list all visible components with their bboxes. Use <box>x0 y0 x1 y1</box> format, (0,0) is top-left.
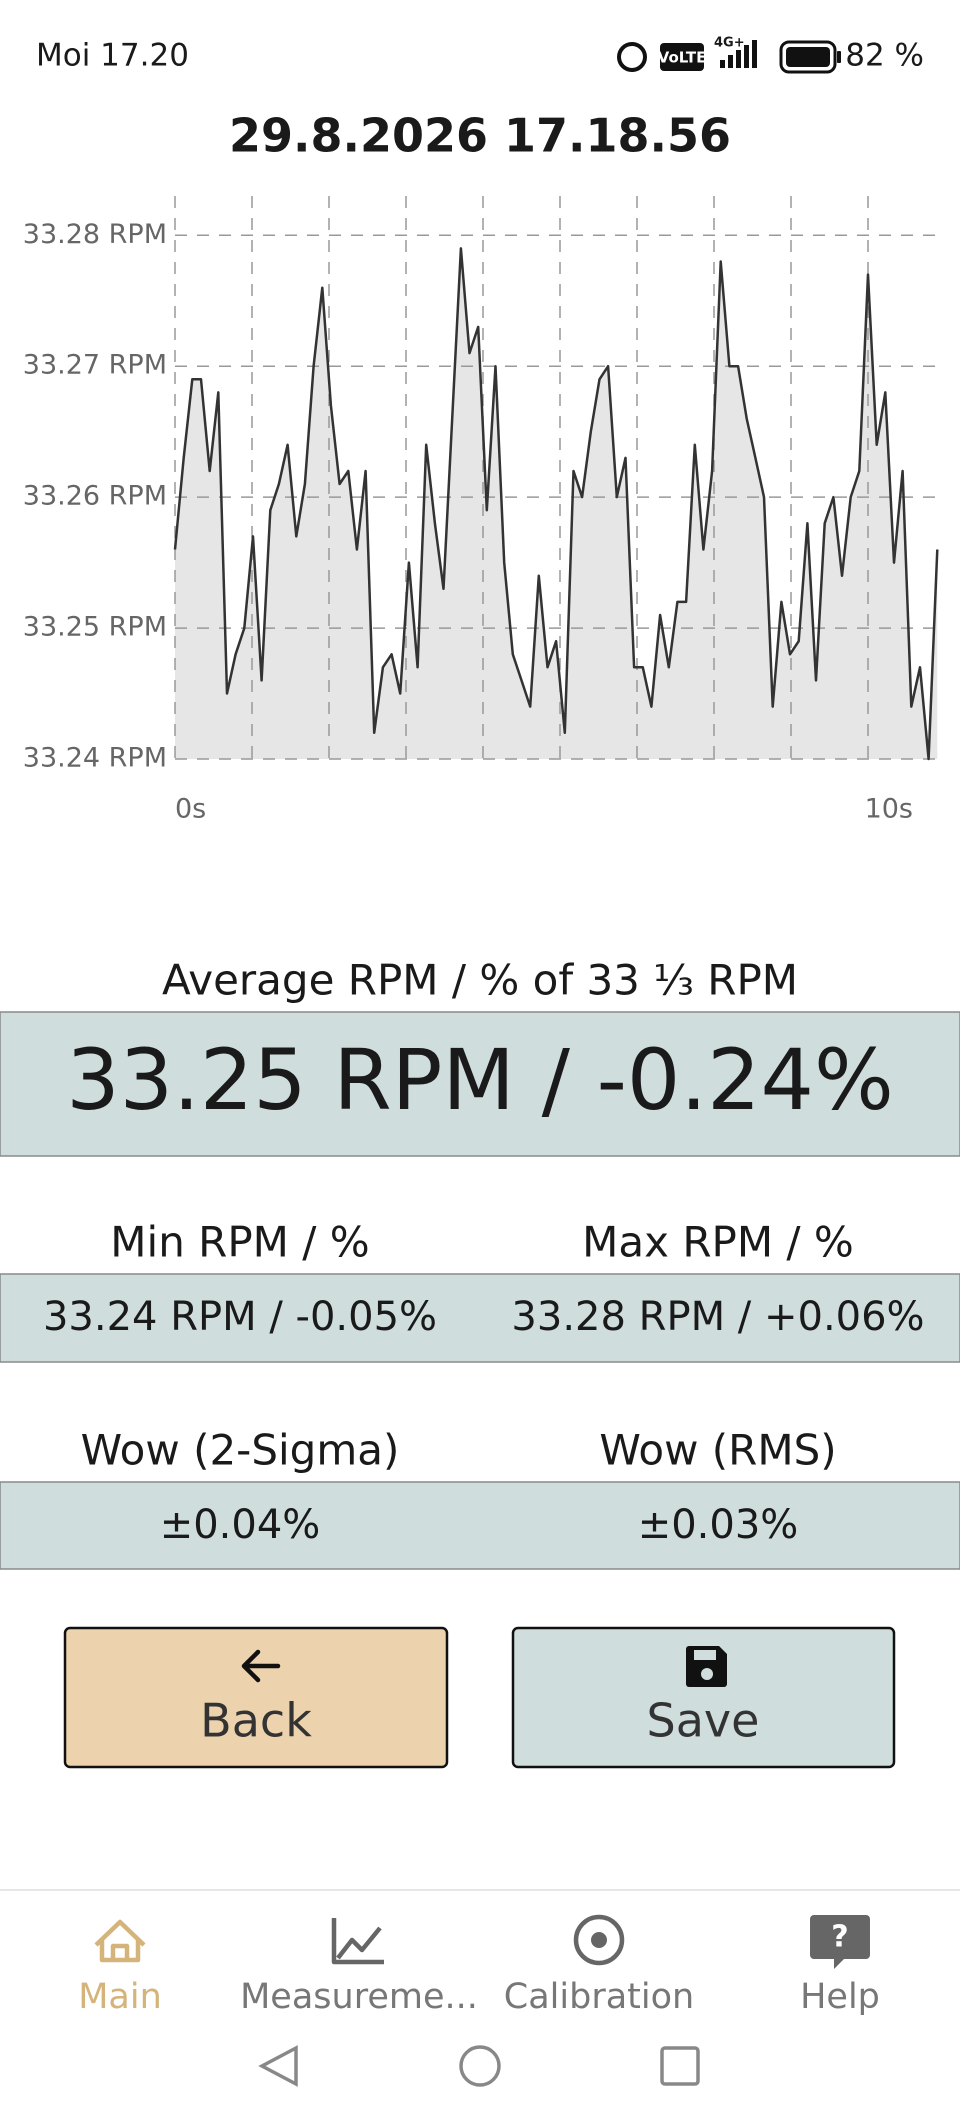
chart: 33.24 RPM 33.25 RPM 33.26 RPM 33.27 RPM 33.2… <box>23 196 945 825</box>
max-label: Max RPM / % <box>582 1218 854 1267</box>
wow-rms-value: ±0.03% <box>638 1502 799 1548</box>
wow-box <box>0 1481 960 1570</box>
svg-text:4G+: 4G+ <box>714 36 745 51</box>
nav-icon-measure[interactable] <box>331 1918 384 1965</box>
min-label: Min RPM / % <box>110 1218 369 1267</box>
status-battery: 82 % <box>845 38 924 74</box>
sys-back[interactable] <box>258 2045 298 2087</box>
y-tick-label: 33.25 RPM <box>23 612 167 643</box>
x-tick-label: 0s <box>175 794 206 825</box>
nav-icon-help[interactable]: ? <box>810 1915 870 1969</box>
average-label: Average RPM / % of 33 ⅓ RPM <box>162 956 798 1005</box>
svg-text:?: ? <box>831 1920 848 1955</box>
nav-icon-calibration[interactable] <box>573 1914 625 1966</box>
save-button[interactable]: Save <box>511 1626 896 1769</box>
back-label[interactable]: Back <box>200 1694 312 1748</box>
sys-recent[interactable] <box>660 2046 700 2086</box>
sys-home[interactable] <box>459 2045 501 2087</box>
y-tick-label: 33.27 RPM <box>23 350 167 381</box>
wow-rms-label: Wow (RMS) <box>599 1426 836 1475</box>
nav-label[interactable]: Measureme... <box>240 1977 478 2017</box>
min-value: 33.24 RPM / -0.05% <box>43 1294 437 1340</box>
status-time: Moi 17.20 <box>36 38 189 74</box>
average-box <box>0 1011 960 1157</box>
save-label[interactable]: Save <box>647 1694 760 1748</box>
svg-text:VoLTE: VoLTE <box>658 49 707 67</box>
wow-sigma-value: ±0.04% <box>160 1502 321 1548</box>
status-icons: VoLTE 4G+ <box>617 36 841 74</box>
wow-sigma-label: Wow (2-Sigma) <box>81 1426 400 1475</box>
nav-label[interactable]: Help <box>800 1977 880 2017</box>
area <box>175 248 938 759</box>
bottom-nav: ? Main Measureme... Calibration Help <box>78 1914 880 2017</box>
line <box>173 247 939 761</box>
system-nav <box>258 2045 700 2087</box>
y-tick-label: 33.26 RPM <box>23 481 167 512</box>
y-tick-label: 33.24 RPM <box>23 743 167 774</box>
back-button[interactable]: Back <box>63 1626 449 1769</box>
nav-icon-main[interactable] <box>94 1919 146 1963</box>
y-tick-label: 33.28 RPM <box>23 219 167 250</box>
nav-label[interactable]: Main <box>78 1977 162 2017</box>
max-value: 33.28 RPM / +0.06% <box>511 1294 924 1340</box>
minmax-box <box>0 1273 960 1363</box>
average-value: 33.25 RPM / -0.24% <box>66 1031 894 1129</box>
nav-label[interactable]: Calibration <box>504 1977 694 2017</box>
chart-title: 29.8.2026 17.18.56 <box>229 109 731 163</box>
x-tick-label: 10s <box>865 794 913 825</box>
